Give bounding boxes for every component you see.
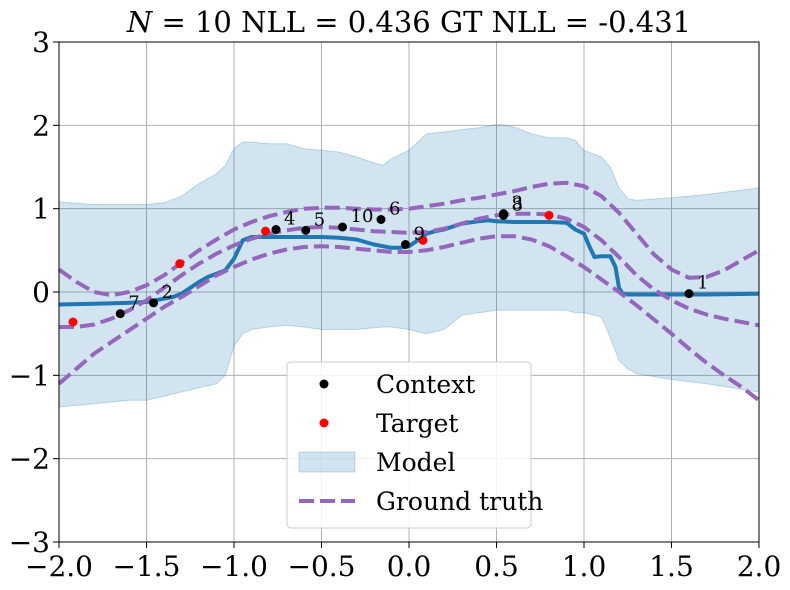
context-point-1 [149, 298, 158, 308]
target-point-1 [175, 259, 185, 269]
context-point-4 [338, 222, 347, 232]
x-tick-label-7: 1.5 [649, 550, 694, 583]
x-tick-label-6: 1.0 [562, 550, 607, 583]
y-tick-label-3: 0 [32, 276, 50, 309]
context-point-6 [401, 240, 410, 249]
x-tick-label-8: 2.0 [737, 550, 782, 583]
x-tick-label-5: 0.5 [474, 550, 519, 583]
context-point-label-4: 10 [351, 206, 374, 227]
y-tick-label-0: −3 [9, 526, 50, 559]
context-point-label-6: 9 [414, 224, 425, 245]
context-point-8 [499, 210, 508, 220]
legend-marker-2 [298, 451, 356, 473]
ground-truth-layer [57, 180, 761, 402]
points-layer [68, 209, 694, 327]
y-tick-label-5: 2 [32, 109, 50, 142]
context-point-label-3: 5 [314, 209, 325, 230]
y-tick-label-2: −1 [9, 359, 50, 392]
x-tick-label-2: −1.0 [200, 550, 268, 583]
target-point-4 [544, 210, 554, 220]
context-point-9 [684, 289, 694, 299]
context-point-label-9: 1 [697, 273, 708, 294]
x-tick-label-0: −2.0 [25, 550, 93, 583]
context-point-label-5: 6 [389, 199, 400, 220]
ground-truth-lower-line [57, 234, 761, 402]
legend-box [286, 361, 532, 529]
context-point-label-7: 3 [512, 193, 523, 214]
title-text: = 10 NLL = 0.436 GT NLL = -0.431 [152, 5, 691, 39]
target-point-2 [261, 226, 270, 236]
y-tick-label-1: −2 [9, 443, 50, 476]
model-mean-layer [58, 218, 760, 307]
legend-label-2: Model [376, 448, 455, 477]
legend: Context Target Model Ground truth [286, 361, 543, 529]
context-point-0 [115, 309, 125, 319]
x-tick-label-3: −0.5 [288, 550, 356, 583]
context-point-2 [271, 225, 281, 234]
x-tick-label-4: 0.0 [387, 550, 432, 583]
legend-marker-0 [319, 379, 329, 389]
chart-title: N = 10 NLL = 0.436 GT NLL = -0.431 [126, 5, 691, 39]
model-mean-line [58, 218, 760, 307]
context-point-label-0: 7 [128, 293, 139, 314]
target-point-0 [68, 317, 78, 327]
axes-ticks: −2.0 −1.5 −1.0 −0.5 0.0 0.5 1.0 1.5 2.0 −3 −2 −1 0 1 2… [9, 26, 782, 583]
target-point-3 [418, 235, 428, 245]
legend-label-3: Ground truth [376, 487, 543, 516]
x-tick-label-1: −1.5 [113, 550, 181, 583]
title-n-symbol: N [126, 5, 154, 39]
ground-truth-upper-line [57, 180, 760, 298]
context-point-label-8: 8 [512, 194, 523, 215]
legend-label-0: Context [376, 370, 475, 399]
legend-marker-1 [319, 418, 329, 428]
context-point-3 [301, 225, 311, 235]
point-labels-layer: 7 2 4 5 10 69 38 1 [128, 193, 708, 314]
y-tick-label-6: 3 [32, 26, 50, 59]
context-point-label-1: 2 [162, 282, 173, 303]
context-point-label-2: 4 [284, 209, 295, 230]
legend-label-1: Target [376, 409, 458, 438]
context-point-5 [376, 215, 386, 224]
y-tick-label-4: 1 [32, 193, 50, 226]
ground-truth-mean-line [59, 211, 760, 329]
